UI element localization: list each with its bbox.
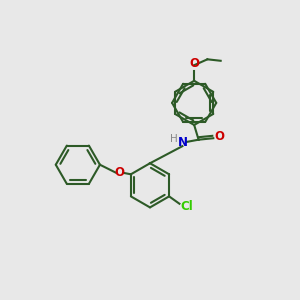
Text: O: O — [189, 57, 199, 70]
Text: H: H — [170, 134, 178, 144]
Text: O: O — [214, 130, 224, 143]
Text: N: N — [177, 136, 188, 149]
Text: Cl: Cl — [180, 200, 193, 213]
Text: O: O — [115, 166, 125, 179]
